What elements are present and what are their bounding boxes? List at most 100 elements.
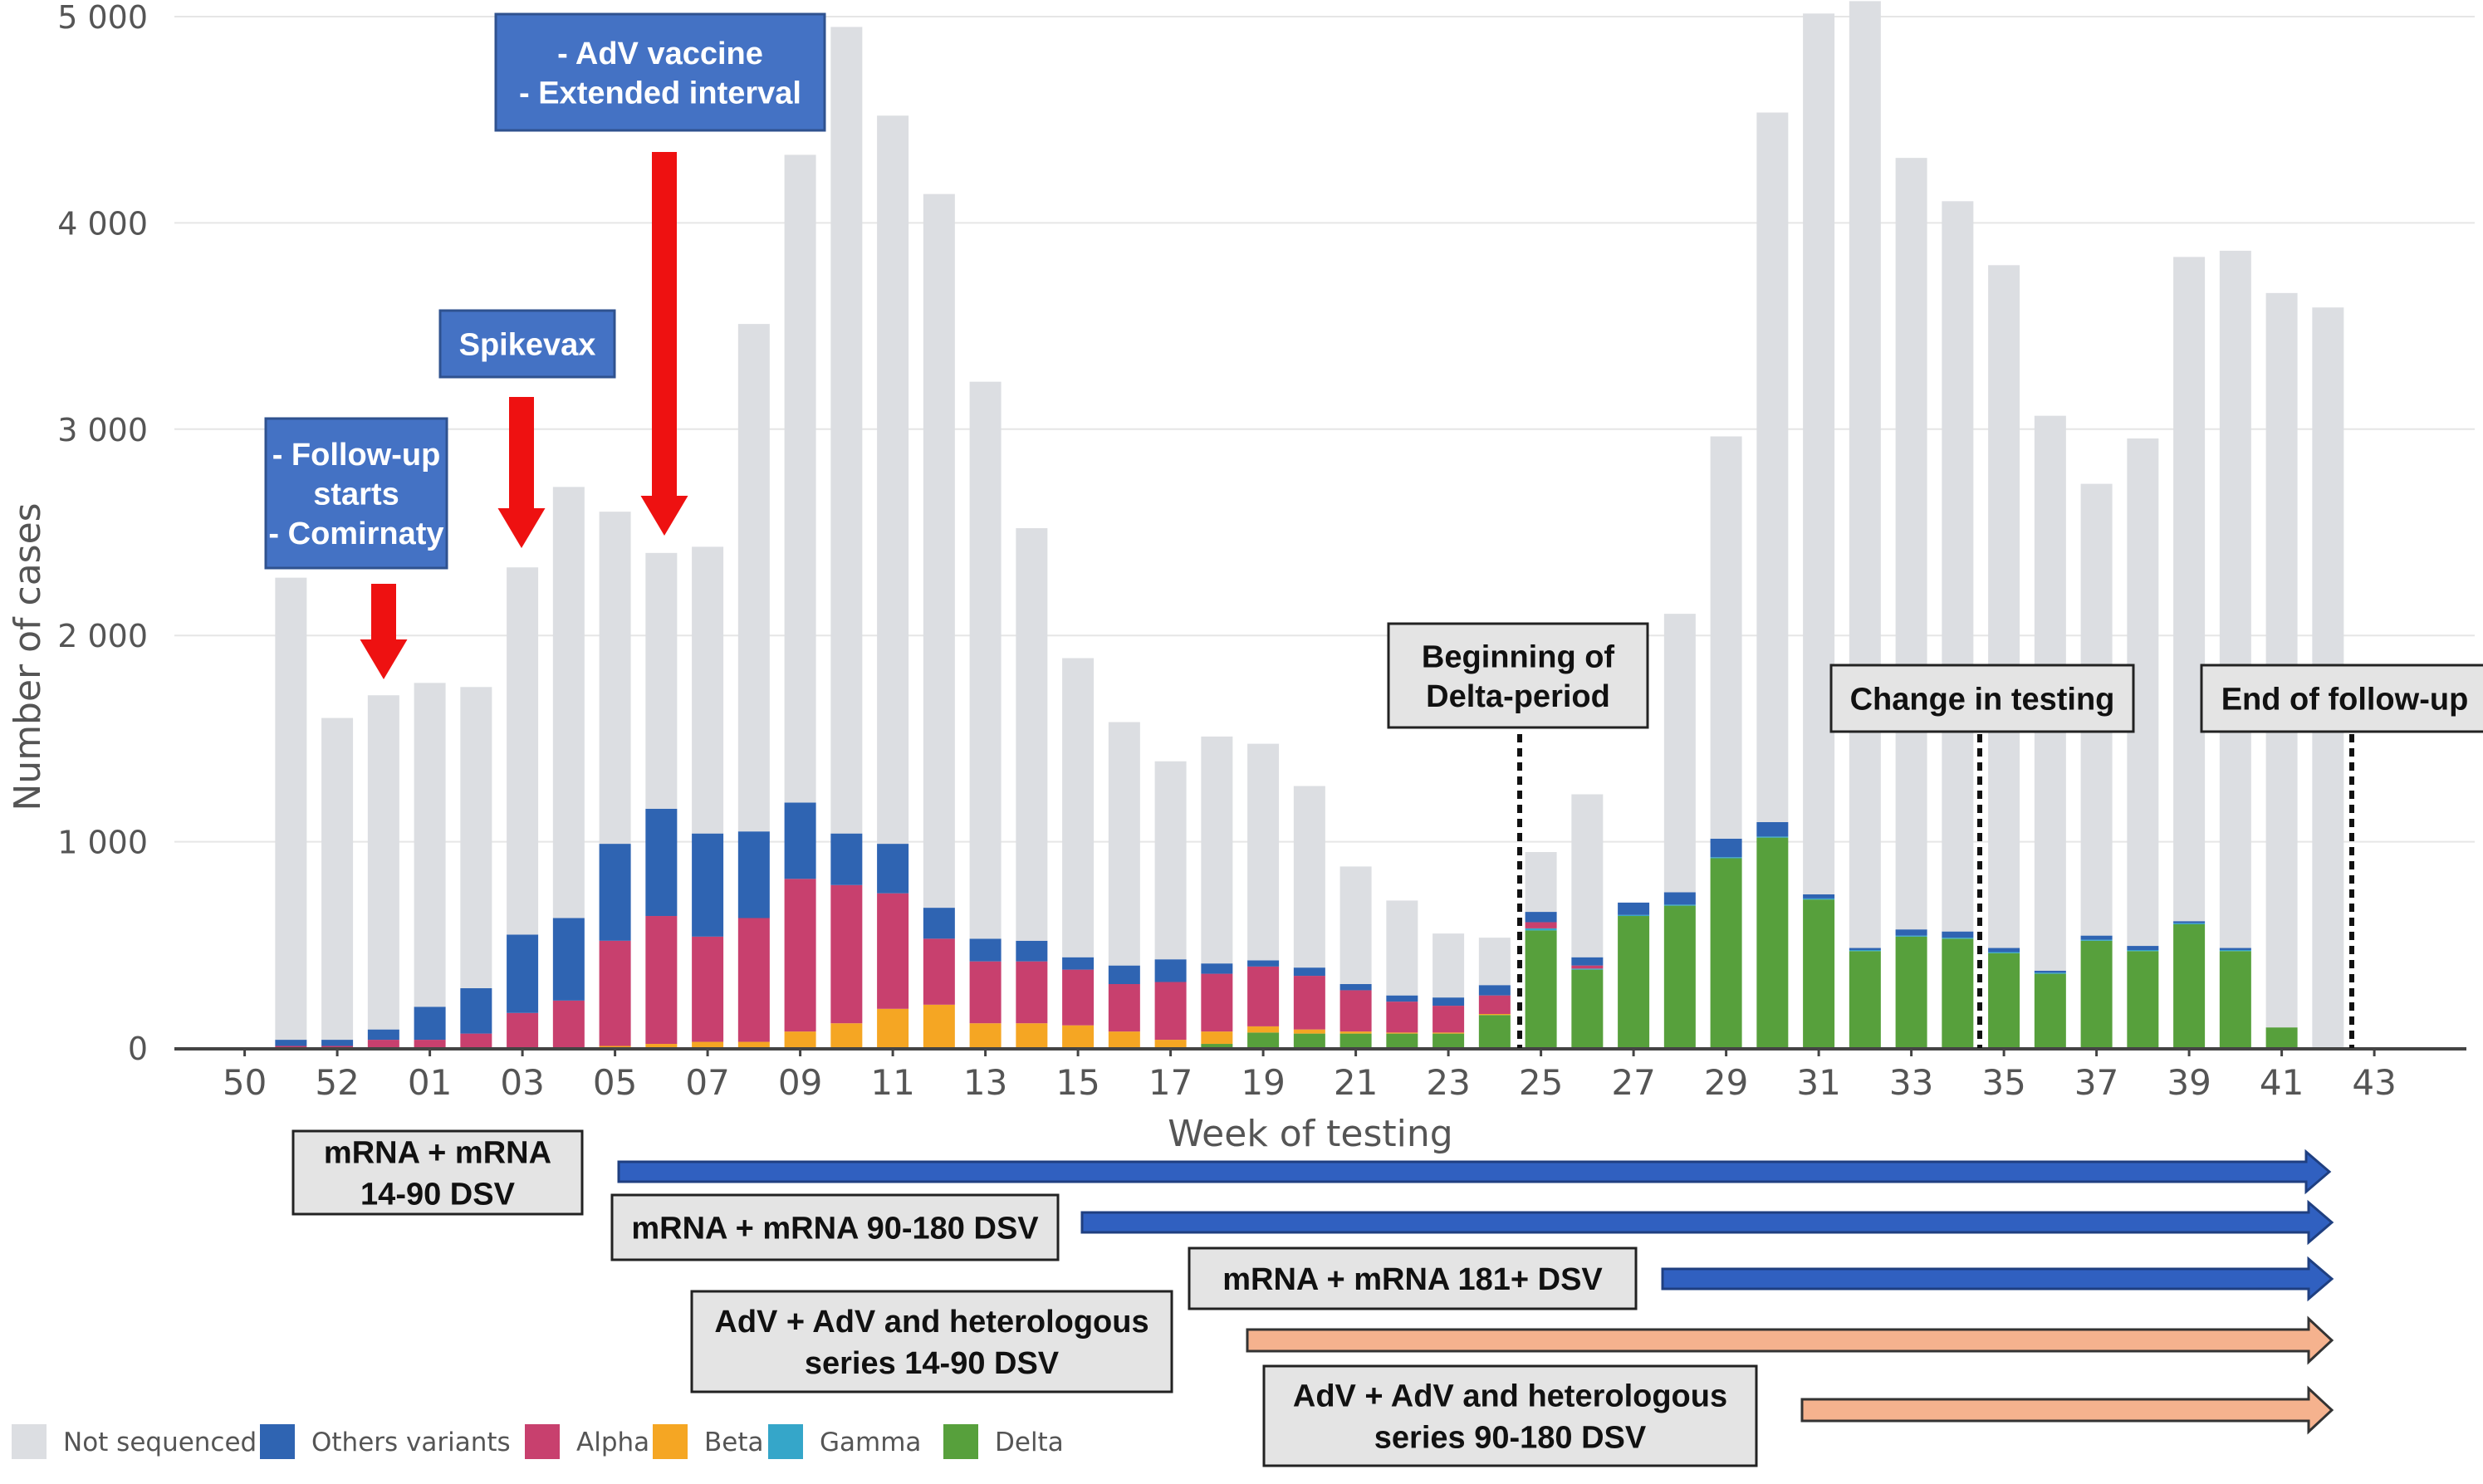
x-tick-label: 01 xyxy=(408,1062,452,1103)
bar-alpha-01 xyxy=(414,1040,446,1048)
period-mrna-181: mRNA + mRNA 181+ DSV xyxy=(1188,1246,1638,1310)
bar-beta-13 xyxy=(969,1023,1002,1048)
bar-not-sequenced-23 xyxy=(1432,933,1465,998)
bar-not-sequenced-14 xyxy=(1016,528,1048,941)
bar-alpha-14 xyxy=(1016,961,1048,1024)
bar-not-sequenced-12 xyxy=(923,193,955,909)
bar-gamma-29 xyxy=(1710,857,1742,859)
delta-period-annotation: Beginning of Delta-period xyxy=(1387,622,1649,729)
bar-delta-39 xyxy=(2173,923,2206,1048)
bar-others-variants-16 xyxy=(1108,965,1140,984)
bar-alpha-05 xyxy=(599,940,631,1046)
bar-others-variants-52 xyxy=(321,1040,354,1046)
bar-delta-27 xyxy=(1618,916,1650,1048)
bar-gamma-35 xyxy=(1988,952,2020,953)
x-tick-label: 31 xyxy=(1796,1062,1840,1103)
bar-delta-40 xyxy=(2219,951,2251,1048)
bar-alpha-09 xyxy=(784,879,816,1032)
bar-others-variants-17 xyxy=(1154,959,1187,982)
bar-others-variants-06 xyxy=(645,808,678,917)
bar-others-variants-21 xyxy=(1339,983,1372,991)
spikevax-annotation-text: Spikevax xyxy=(459,328,596,363)
x-tick-label: 33 xyxy=(1889,1062,1933,1103)
x-tick-label: 13 xyxy=(963,1062,1007,1103)
y-axis: 0 1 000 2 000 3 000 4 000 5 000 Number of case… xyxy=(7,0,148,1067)
bar-others-variants-14 xyxy=(1016,940,1048,962)
bar-gamma-37 xyxy=(2080,939,2113,941)
y-tick-label: 3 000 xyxy=(57,412,148,448)
spikevax-annotation-box xyxy=(438,309,616,379)
x-axis-label: Week of testing xyxy=(1168,1113,1452,1155)
bar-delta-32 xyxy=(1849,951,1881,1048)
bar-others-variants-38 xyxy=(2127,946,2159,951)
bar-others-variants-12 xyxy=(923,908,955,939)
period-arrow-mrna-14-90 xyxy=(617,1149,2332,1195)
bar-gamma-27 xyxy=(1618,914,1650,917)
red-arrow-adv xyxy=(640,152,688,536)
bar-alpha-13 xyxy=(969,961,1002,1024)
legend-label: Delta xyxy=(995,1428,1064,1457)
bar-delta-38 xyxy=(2127,951,2159,1048)
bar-alpha-20 xyxy=(1293,976,1325,1030)
x-tick-label: 52 xyxy=(315,1062,359,1103)
bar-alpha-10 xyxy=(830,884,863,1024)
legend-swatch xyxy=(768,1424,803,1459)
bar-others-variants-10 xyxy=(830,833,863,885)
bar-not-sequenced-31 xyxy=(1803,13,1835,894)
bar-alpha-07 xyxy=(692,936,724,1042)
legend-item-not-sequenced: Not sequenced xyxy=(12,1424,257,1459)
red-arrow-spikevax xyxy=(497,397,546,548)
x-tick-label: 25 xyxy=(1519,1062,1563,1103)
bar-others-variants-51 xyxy=(275,1040,307,1046)
bar-others-variants-34 xyxy=(1942,931,1974,938)
legend-swatch xyxy=(943,1424,978,1459)
followup-annotation-text: - Comirnaty xyxy=(268,517,443,551)
bar-others-variants-18 xyxy=(1201,963,1233,974)
x-tick-label: 50 xyxy=(223,1062,267,1103)
bar-not-sequenced-41 xyxy=(2265,292,2298,1028)
x-tick-label: 21 xyxy=(1334,1062,1378,1103)
bar-alpha-03 xyxy=(507,1012,539,1048)
bar-others-variants-28 xyxy=(1663,892,1696,905)
period-adv-90-180-text: AdV + AdV and heterologous xyxy=(1293,1379,1727,1414)
bar-not-sequenced-17 xyxy=(1154,761,1187,960)
bar-alpha-19 xyxy=(1247,966,1280,1026)
legend-swatch xyxy=(525,1424,560,1459)
legend-label: Gamma xyxy=(820,1428,921,1457)
bar-beta-14 xyxy=(1016,1023,1048,1048)
bar-beta-05 xyxy=(599,1046,631,1048)
x-tick-label: 19 xyxy=(1241,1062,1285,1103)
x-tick-label: 29 xyxy=(1704,1062,1748,1103)
bar-others-variants-37 xyxy=(2080,935,2113,940)
bar-others-variants-23 xyxy=(1432,997,1465,1006)
x-tick-label: 23 xyxy=(1426,1062,1470,1103)
bar-others-variants-09 xyxy=(784,802,816,879)
bar-alpha-12 xyxy=(923,938,955,1005)
legend-item-delta: Delta xyxy=(943,1424,1064,1459)
period-arrow-adv-90-180 xyxy=(1800,1385,2334,1435)
followup-annotation: - Follow-up starts - Comirnaty xyxy=(264,417,448,570)
bar-delta-23 xyxy=(1432,1033,1465,1048)
bar-delta-26 xyxy=(1571,969,1604,1048)
bar-others-variants-08 xyxy=(737,831,770,918)
bar-others-variants-35 xyxy=(1988,948,2020,953)
bar-gamma-30 xyxy=(1756,836,1789,838)
x-tick-label: 15 xyxy=(1055,1062,1099,1103)
bar-not-sequenced-10 xyxy=(830,27,863,834)
period-arrow-mrna-181 xyxy=(1661,1256,2334,1302)
x-tick-label: 17 xyxy=(1148,1062,1193,1103)
bar-others-variants-20 xyxy=(1293,967,1325,977)
legend-item-beta: Beta xyxy=(653,1424,764,1459)
legend-item-alpha: Alpha xyxy=(525,1424,649,1459)
period-mrna-181-box xyxy=(1188,1246,1638,1310)
bar-not-sequenced-20 xyxy=(1293,786,1325,968)
bar-alpha-04 xyxy=(552,1000,585,1048)
change-testing-annotation-box xyxy=(1829,664,2135,733)
period-adv-14-90-text: AdV + AdV and heterologous xyxy=(714,1305,1148,1340)
y-tick-label: 4 000 xyxy=(57,205,148,242)
bar-alpha-11 xyxy=(877,893,909,1009)
bar-gamma-38 xyxy=(2127,950,2159,952)
x-tick-label: 09 xyxy=(778,1062,822,1103)
period-adv-14-90-text: series 14-90 DSV xyxy=(805,1346,1060,1381)
bar-others-variants-19 xyxy=(1247,960,1280,967)
